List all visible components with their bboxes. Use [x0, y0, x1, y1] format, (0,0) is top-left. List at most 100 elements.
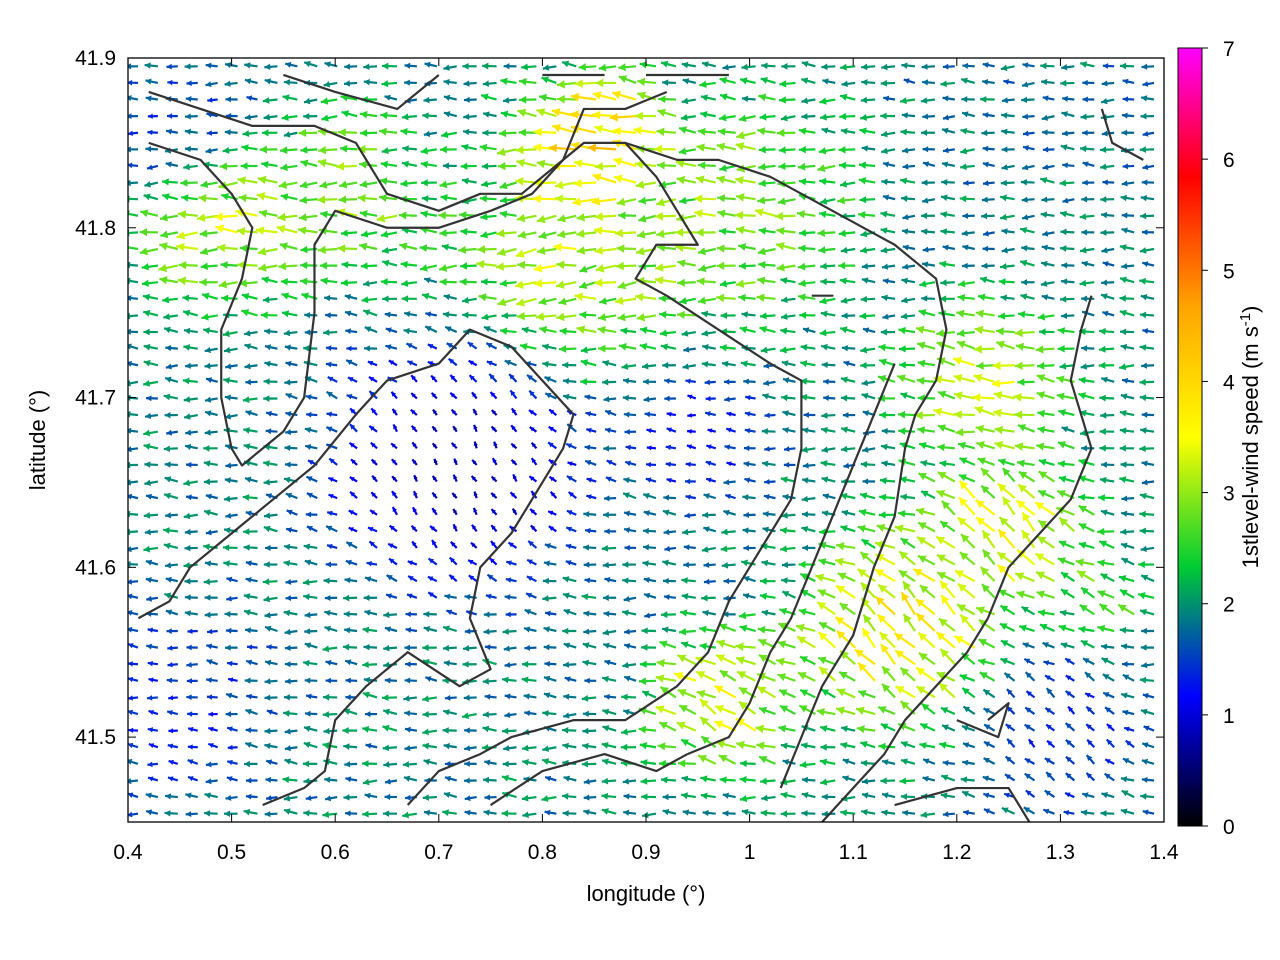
wind-arrow: [503, 745, 517, 752]
wind-arrow: [378, 127, 398, 136]
wind-arrow: [1122, 757, 1135, 765]
wind-arrow: [1040, 280, 1055, 287]
wind-arrow: [427, 591, 438, 599]
wind-arrow: [1060, 79, 1075, 87]
wind-arrow: [999, 263, 1015, 270]
wind-arrow: [699, 716, 717, 732]
wind-arrow: [411, 540, 418, 549]
wind-arrow: [431, 425, 438, 433]
wind-arrow: [1044, 674, 1055, 682]
wind-arrow: [978, 638, 996, 649]
wind-arrow: [917, 426, 936, 435]
wind-arrow: [128, 328, 139, 335]
wind-arrow: [760, 76, 776, 84]
wind-arrow: [504, 359, 517, 367]
wind-arrow: [444, 325, 458, 334]
wind-arrow: [284, 461, 298, 468]
wind-arrow: [1001, 228, 1015, 235]
wind-arrow: [1079, 213, 1095, 220]
wind-arrow: [543, 644, 557, 651]
wind-arrow: [858, 211, 876, 219]
wind-arrow: [921, 212, 935, 220]
wind-arrow: [1061, 111, 1075, 118]
wind-arrow: [443, 791, 458, 799]
wind-arrow: [878, 358, 896, 367]
wind-arrow: [735, 225, 756, 235]
wind-arrow: [777, 673, 796, 682]
wind-arrow: [662, 79, 676, 86]
wind-arrow: [716, 175, 736, 184]
wind-arrow: [762, 510, 776, 518]
wind-arrow: [162, 296, 178, 304]
wind-arrow: [205, 778, 218, 785]
wind-arrow: [128, 210, 139, 218]
wind-arrow: [266, 709, 278, 716]
wind-arrow: [858, 508, 876, 517]
wind-arrow: [963, 809, 975, 816]
wind-arrow: [429, 525, 438, 533]
wind-arrow: [900, 312, 916, 320]
wind-arrow: [922, 146, 935, 153]
wind-arrow: [1058, 409, 1075, 417]
wind-arrow: [761, 609, 776, 617]
wind-arrow: [176, 242, 198, 252]
wind-arrow: [819, 177, 836, 186]
wind-arrow: [201, 292, 218, 300]
wind-arrow: [880, 210, 896, 218]
wind-arrow: [665, 444, 677, 451]
wind-arrow: [166, 429, 178, 436]
wind-arrow: [1056, 392, 1075, 401]
wind-arrow: [345, 359, 358, 367]
wind-arrow: [183, 344, 198, 351]
wind-arrow: [184, 63, 198, 70]
wind-arrow: [1021, 529, 1036, 549]
wind-arrow: [701, 310, 716, 318]
wind-arrow: [621, 693, 637, 701]
wind-arrow: [1119, 276, 1135, 284]
wind-arrow: [918, 652, 936, 666]
wind-arrow: [1059, 179, 1075, 187]
wind-arrow: [1121, 112, 1135, 119]
wind-arrow: [699, 80, 716, 88]
wind-arrow: [860, 461, 876, 468]
wind-arrow: [876, 523, 896, 533]
wind-arrow: [380, 278, 398, 286]
wind-arrow: [462, 645, 477, 652]
wind-arrow: [701, 61, 716, 68]
wind-arrow: [382, 694, 397, 702]
wind-arrow: [200, 180, 218, 189]
wind-arrow: [681, 330, 696, 337]
wind-arrow: [594, 124, 617, 134]
wind-arrow: [1023, 806, 1036, 815]
wind-arrow: [502, 760, 517, 768]
wind-arrow: [537, 246, 557, 255]
wind-arrow: [185, 96, 198, 102]
wind-arrow: [402, 761, 417, 768]
wind-arrow: [1141, 362, 1155, 369]
wind-arrow: [280, 163, 298, 172]
wind-arrow: [981, 583, 996, 599]
wind-arrow: [579, 264, 597, 273]
wind-arrow: [700, 735, 717, 749]
wind-arrow: [879, 411, 896, 419]
wind-arrow: [819, 297, 836, 305]
wind-arrow: [941, 161, 956, 168]
wind-arrow: [223, 427, 238, 434]
wind-arrow: [515, 145, 537, 155]
wind-arrow: [739, 624, 756, 633]
wind-arrow: [317, 158, 338, 168]
wind-arrow: [245, 379, 258, 386]
wind-arrow: [264, 344, 278, 351]
wind-arrow: [854, 648, 876, 666]
wind-arrow: [482, 711, 497, 718]
wind-arrow: [364, 576, 378, 583]
wind-arrow: [639, 342, 657, 351]
wind-arrow: [660, 343, 677, 351]
wind-arrow: [182, 377, 198, 385]
wind-arrow: [297, 226, 318, 235]
wind-arrow: [411, 441, 418, 449]
wind-arrow: [284, 694, 298, 701]
wind-arrow: [616, 244, 637, 253]
wind-arrow: [745, 394, 756, 401]
wind-arrow: [527, 540, 538, 549]
